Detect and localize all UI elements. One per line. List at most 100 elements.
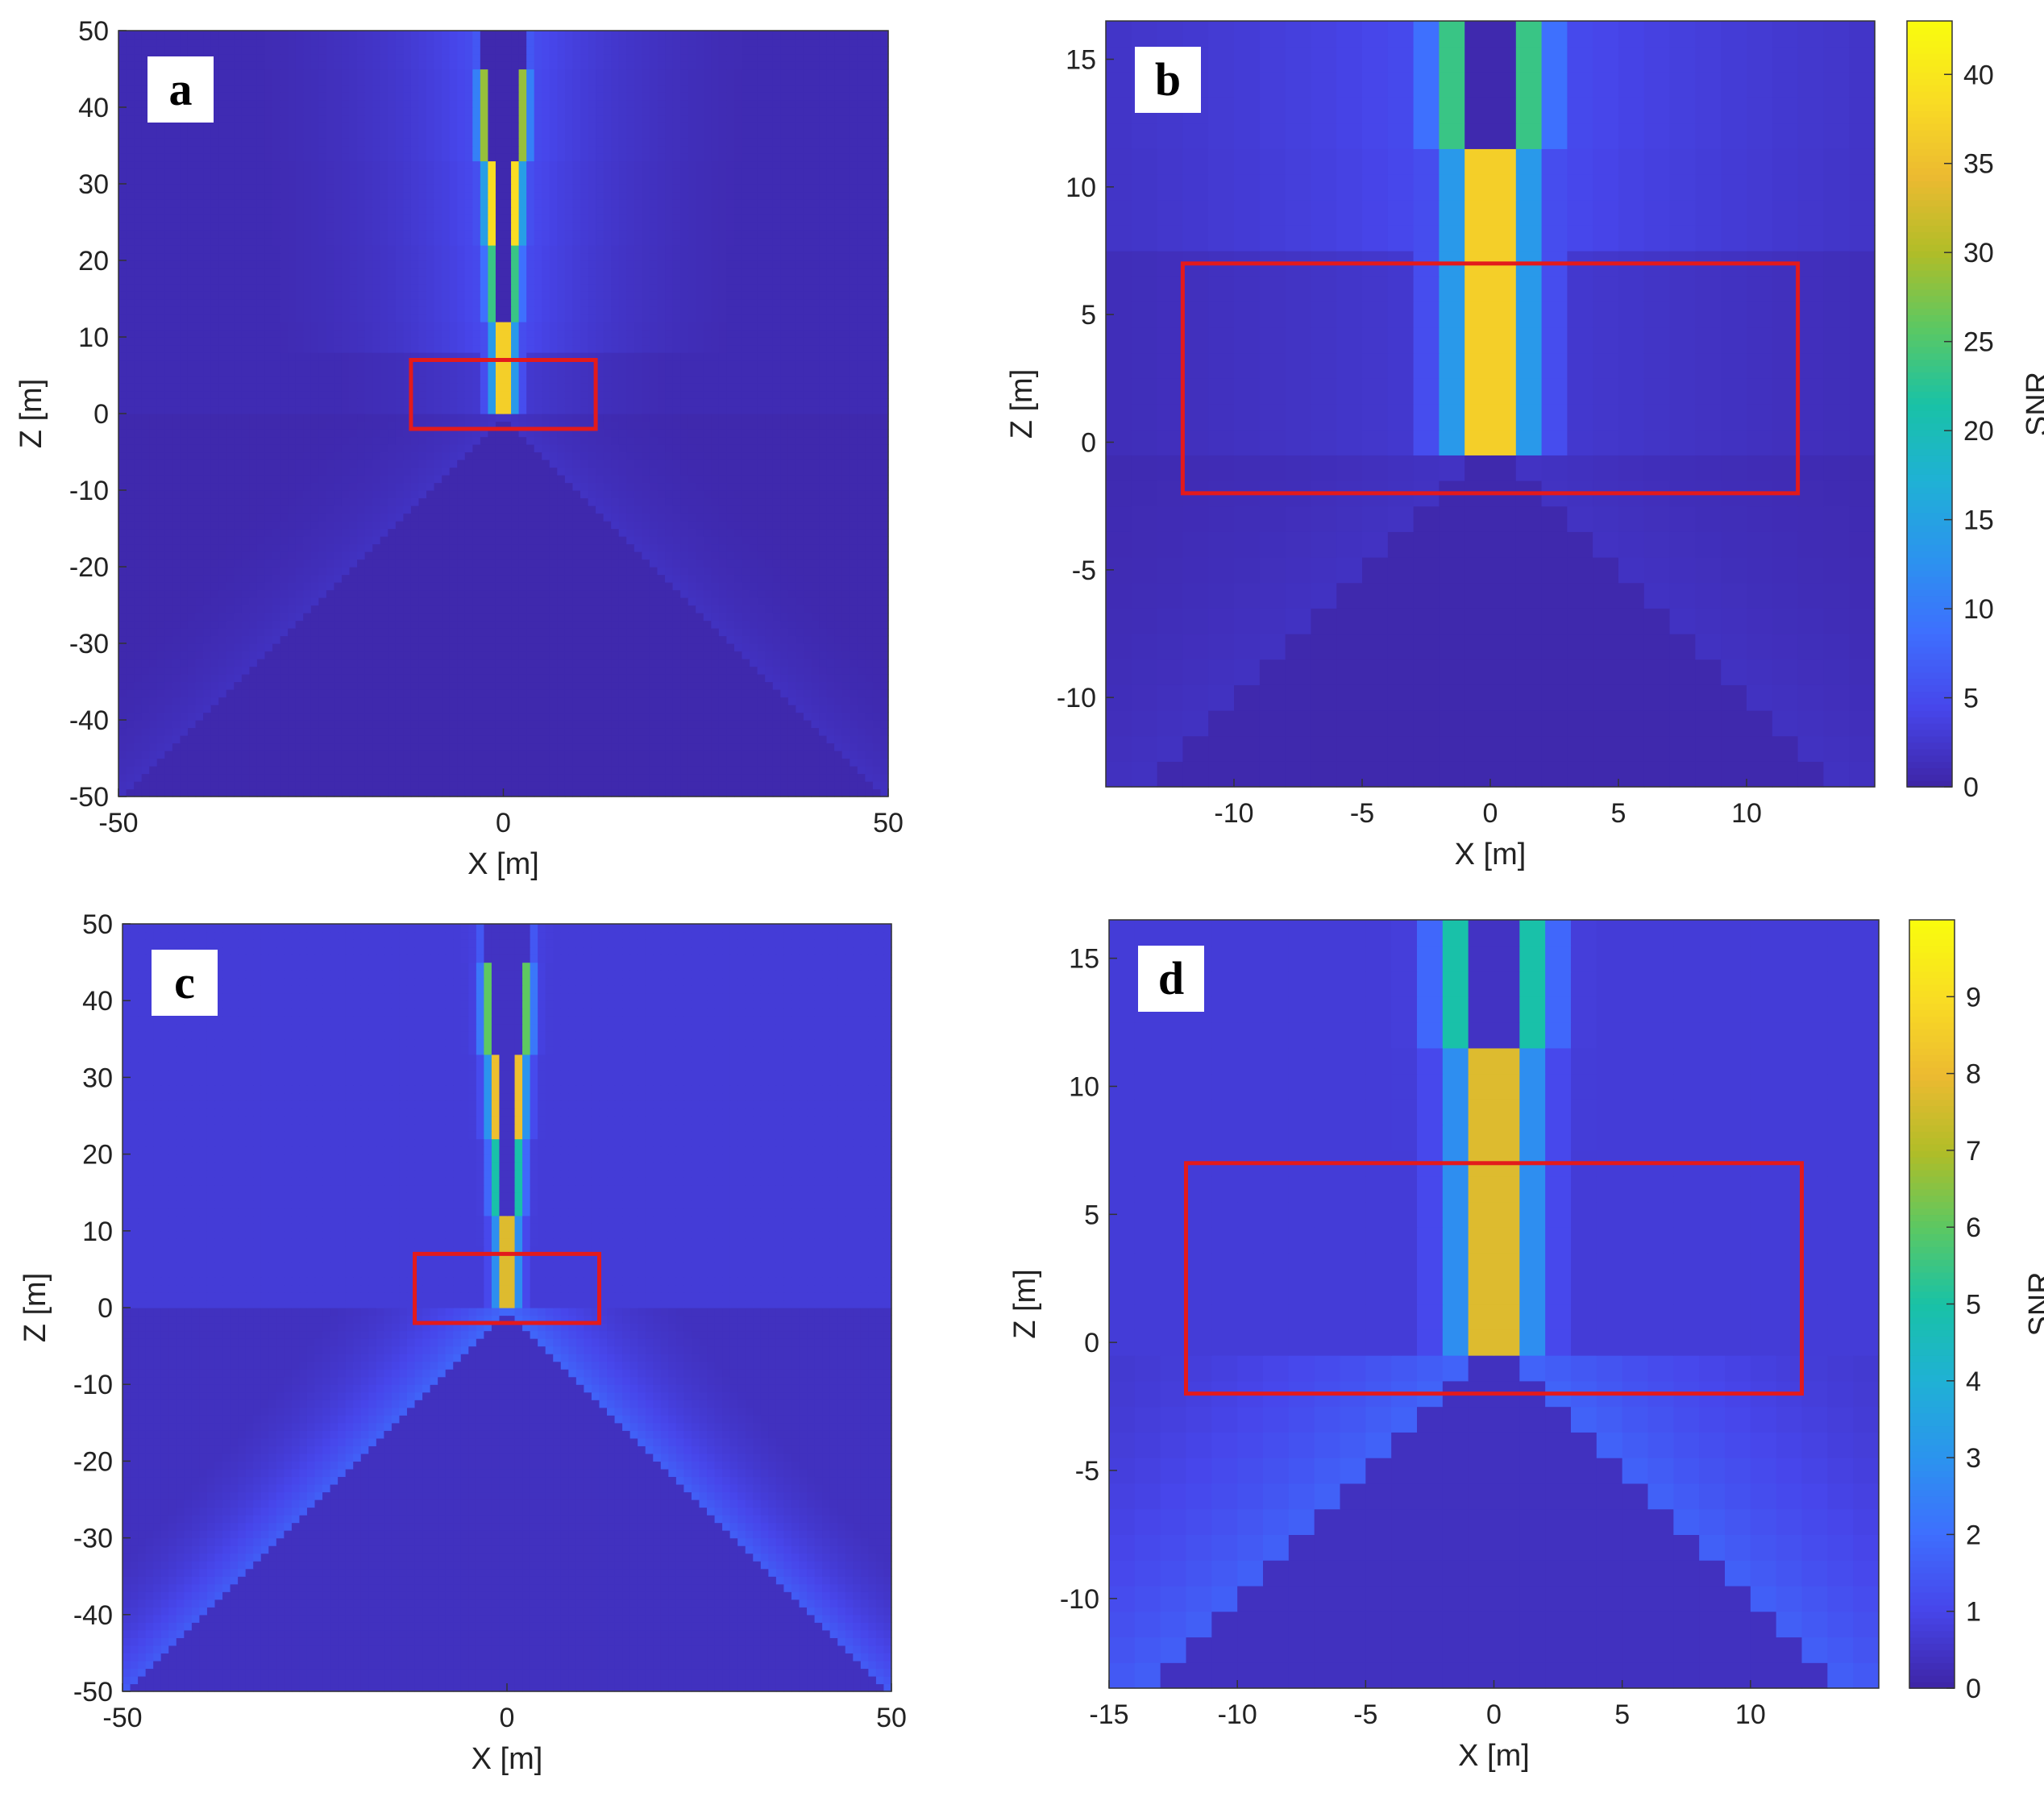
heatmap-cell xyxy=(711,667,719,675)
heatmap-cell xyxy=(280,613,289,621)
heatmap-cell xyxy=(403,490,411,498)
heatmap-cell xyxy=(611,774,619,782)
heatmap-cell xyxy=(380,582,388,590)
heatmap-cell xyxy=(819,444,827,452)
heatmap-cell xyxy=(196,713,204,721)
heatmap-cell xyxy=(665,567,673,575)
heatmap-cell xyxy=(127,674,135,682)
heatmap-cell xyxy=(650,728,658,736)
heatmap-cell xyxy=(226,613,235,621)
heatmap-cell xyxy=(203,490,211,498)
heatmap-cell xyxy=(488,728,496,736)
heatmap-cell xyxy=(257,720,265,728)
heatmap-cell xyxy=(164,735,172,743)
heatmap-cell xyxy=(303,643,311,651)
heatmap-cell xyxy=(719,751,727,759)
heatmap-cell xyxy=(403,559,411,568)
heatmap-cell xyxy=(580,529,588,537)
heatmap-cell xyxy=(504,689,512,697)
heatmap-cell xyxy=(765,422,773,430)
heatmap-cell xyxy=(665,759,673,767)
heatmap-cell xyxy=(180,789,188,797)
heatmap-cell xyxy=(734,659,742,667)
heatmap-cell xyxy=(804,559,812,568)
heatmap-cell xyxy=(588,667,596,675)
heatmap-cell xyxy=(157,781,165,789)
heatmap-cell xyxy=(719,605,727,614)
heatmap-cell xyxy=(196,774,204,782)
heatmap-cell xyxy=(734,751,742,759)
heatmap-cell xyxy=(680,582,688,590)
heatmap-cell xyxy=(750,529,758,537)
heatmap-cell xyxy=(626,621,634,629)
heatmap-cell xyxy=(580,514,588,522)
heatmap-cell xyxy=(164,468,172,476)
heatmap-cell xyxy=(650,651,658,659)
heatmap-cell xyxy=(188,551,196,559)
heatmap-cell xyxy=(326,468,334,476)
heatmap-cell xyxy=(850,751,858,759)
heatmap-cell xyxy=(203,689,211,697)
heatmap-cell xyxy=(249,452,257,460)
heatmap-cell xyxy=(780,728,788,736)
heatmap-cell xyxy=(588,689,596,697)
heatmap-cell xyxy=(588,468,596,476)
heatmap-cell xyxy=(880,498,888,506)
heatmap-cell xyxy=(134,429,142,437)
heatmap-cell xyxy=(434,697,442,705)
heatmap-cell xyxy=(211,728,219,736)
heatmap-cell xyxy=(426,575,434,583)
heatmap-cell xyxy=(626,613,634,621)
heatmap-cell xyxy=(203,613,211,621)
heatmap-cell xyxy=(172,735,181,743)
heatmap-cell xyxy=(796,536,804,544)
heatmap-cell xyxy=(142,643,150,651)
heatmap-cell xyxy=(588,475,596,483)
heatmap-cell xyxy=(303,582,311,590)
heatmap-cell xyxy=(180,444,188,452)
heatmap-cell xyxy=(457,789,465,797)
heatmap-cell xyxy=(442,444,450,452)
heatmap-cell xyxy=(719,667,727,675)
heatmap-cell xyxy=(550,728,558,736)
heatmap-cell xyxy=(511,590,519,598)
heatmap-cell xyxy=(496,475,504,483)
heatmap-cell xyxy=(588,621,596,629)
heatmap-cell xyxy=(526,728,534,736)
heatmap-cell xyxy=(604,774,612,782)
heatmap-cell xyxy=(357,751,365,759)
heatmap-cell xyxy=(218,774,226,782)
heatmap-cell xyxy=(418,759,426,767)
heatmap-cell xyxy=(480,521,488,529)
heatmap-cell xyxy=(804,651,812,659)
heatmap-cell xyxy=(434,628,442,636)
heatmap-cell xyxy=(164,659,172,667)
heatmap-cell xyxy=(534,567,542,575)
heatmap-cell xyxy=(465,674,473,682)
heatmap-cell xyxy=(149,789,157,797)
heatmap-cell xyxy=(504,628,512,636)
heatmap-cell xyxy=(827,643,835,651)
heatmap-cell xyxy=(750,475,758,483)
heatmap-cell xyxy=(873,774,881,782)
heatmap-cell xyxy=(572,521,580,529)
heatmap-cell xyxy=(796,697,804,705)
heatmap-cell xyxy=(804,597,812,605)
heatmap-cell xyxy=(534,759,542,767)
heatmap-cell xyxy=(318,444,326,452)
heatmap-cell xyxy=(542,582,550,590)
heatmap-cell xyxy=(742,490,750,498)
heatmap-cell xyxy=(696,551,704,559)
heatmap-cell xyxy=(249,743,257,751)
heatmap-cell xyxy=(596,789,604,797)
heatmap-cell xyxy=(634,429,642,437)
heatmap-cell xyxy=(626,720,634,728)
heatmap-cell xyxy=(873,789,881,797)
heatmap-cell xyxy=(588,551,596,559)
heatmap-cell xyxy=(827,521,835,529)
heatmap-cell xyxy=(780,636,788,644)
heatmap-cell xyxy=(196,636,204,644)
heatmap-cell xyxy=(788,414,796,422)
heatmap-cell xyxy=(688,766,696,774)
heatmap-cell xyxy=(418,536,426,544)
